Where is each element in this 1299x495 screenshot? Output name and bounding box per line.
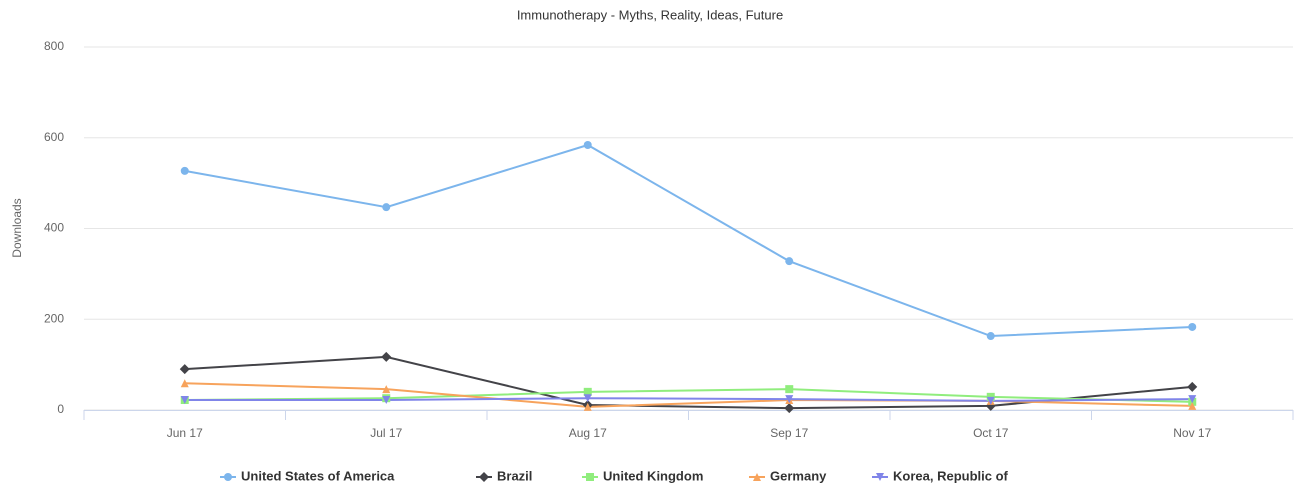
x-tick-label: Nov 17 [1173, 426, 1211, 440]
marker [1188, 401, 1197, 410]
marker [381, 351, 392, 362]
marker [586, 473, 594, 481]
x-tick-label: Oct 17 [973, 426, 1009, 440]
x-tick-label: Sep 17 [770, 426, 808, 440]
marker [479, 472, 489, 482]
legend-label: United States of America [241, 468, 395, 483]
y-tick-label: 200 [44, 311, 64, 325]
chart-title: Immunotherapy - Myths, Reality, Ideas, F… [517, 7, 783, 22]
y-tick-label: 0 [57, 402, 64, 416]
legend-label: Germany [770, 468, 827, 483]
y-tick-label: 800 [44, 39, 64, 53]
marker [1188, 322, 1197, 331]
marker [180, 166, 189, 175]
x-tick-label: Jul 17 [370, 426, 402, 440]
series-line [184, 382, 1193, 408]
marker [583, 141, 592, 150]
marker [1187, 381, 1198, 392]
marker [382, 396, 391, 405]
marker [785, 395, 794, 404]
marker [785, 257, 794, 266]
marker [179, 364, 190, 375]
marker [180, 396, 189, 405]
legend-label: United Kingdom [603, 468, 703, 483]
series-line [184, 143, 1193, 338]
y-axis-label: Downloads [10, 198, 24, 257]
y-tick-label: 400 [44, 221, 64, 235]
marker [876, 473, 884, 481]
marker [785, 385, 794, 394]
y-tick-label: 600 [44, 130, 64, 144]
x-tick-label: Aug 17 [569, 426, 607, 440]
marker [180, 379, 189, 388]
marker [583, 394, 592, 403]
marker [583, 402, 592, 411]
marker [382, 385, 391, 394]
legend-label: Brazil [497, 468, 532, 483]
marker [753, 473, 761, 481]
series-line [184, 388, 1193, 403]
marker [986, 332, 995, 341]
series-line [184, 397, 1193, 402]
marker [1188, 395, 1197, 404]
marker [784, 403, 795, 414]
legend-label: Korea, Republic of [893, 468, 1009, 483]
marker [382, 203, 391, 212]
marker [986, 396, 995, 405]
marker [583, 387, 592, 396]
x-tick-label: Jun 17 [167, 426, 203, 440]
marker [224, 473, 232, 481]
